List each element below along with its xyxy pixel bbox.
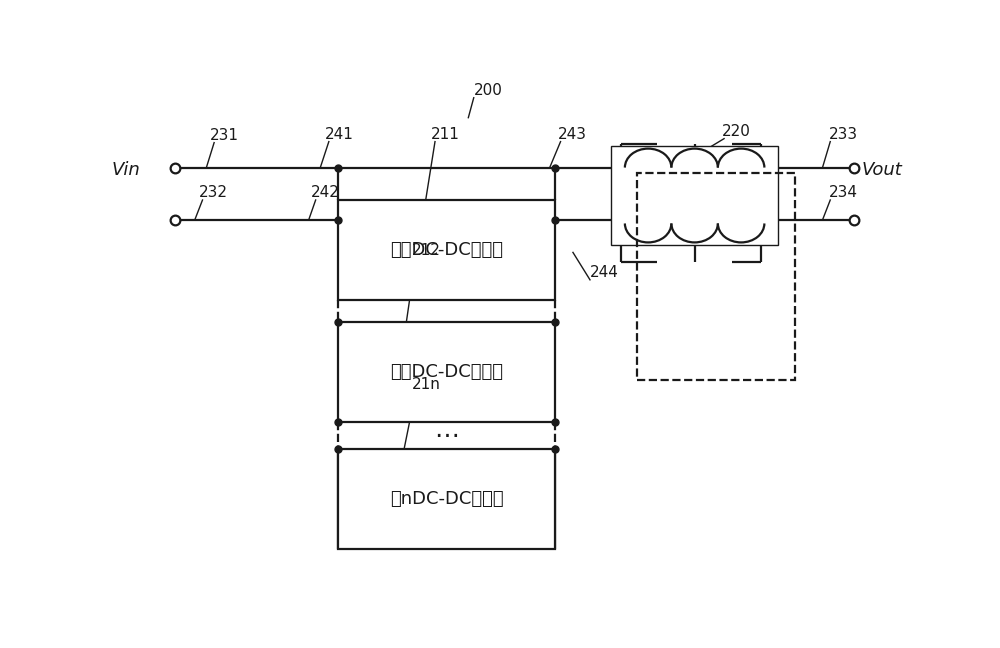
Text: 243: 243	[557, 126, 586, 142]
Text: 212: 212	[412, 244, 441, 259]
Text: 234: 234	[829, 185, 858, 200]
Text: 211: 211	[431, 126, 460, 142]
Text: 21n: 21n	[412, 377, 441, 392]
Text: 242: 242	[311, 185, 340, 200]
Text: Vin: Vin	[112, 161, 140, 179]
Text: Vout: Vout	[861, 161, 902, 179]
Text: 第nDC-DC变换器: 第nDC-DC变换器	[390, 491, 503, 509]
Text: 220: 220	[722, 124, 751, 139]
Text: 200: 200	[474, 83, 503, 98]
Text: 233: 233	[829, 126, 858, 142]
Text: 231: 231	[210, 128, 239, 143]
Text: ⋯: ⋯	[434, 424, 459, 448]
Text: 241: 241	[325, 126, 354, 142]
FancyBboxPatch shape	[338, 322, 555, 422]
Text: 第一DC-DC变换器: 第一DC-DC变换器	[390, 241, 503, 259]
Text: 232: 232	[199, 185, 228, 200]
Bar	[611, 146, 778, 245]
FancyBboxPatch shape	[338, 200, 555, 300]
FancyBboxPatch shape	[338, 450, 555, 550]
Text: 244: 244	[590, 265, 619, 280]
Text: 第二DC-DC变换器: 第二DC-DC变换器	[390, 363, 503, 381]
